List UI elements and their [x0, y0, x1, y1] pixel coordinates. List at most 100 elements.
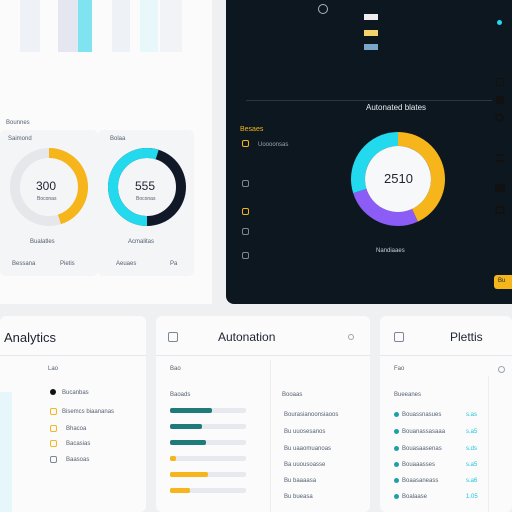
column-label: Bao — [170, 366, 181, 372]
circle-icon[interactable] — [495, 113, 504, 122]
card-icon[interactable] — [495, 184, 505, 192]
card-divider — [380, 355, 512, 356]
legend-swatch — [364, 30, 378, 36]
card-title: Autonation — [218, 330, 276, 344]
gauge-caption: Acmalitas — [128, 239, 155, 245]
chart-column — [160, 0, 182, 52]
chart-column — [112, 0, 130, 52]
bar-fill — [170, 472, 208, 477]
gauge-caption: Bualatles — [30, 239, 55, 245]
chart-column — [78, 0, 92, 52]
list-item-icon — [50, 456, 57, 463]
list-item[interactable]: Baasoas — [66, 457, 90, 463]
more-icon[interactable] — [348, 334, 354, 340]
plottis-card: Plettis Fao Bueeanes Bouassnasues s.as B… — [380, 316, 512, 512]
row-value: s.a5 — [466, 462, 478, 468]
gauge-value: 555 — [135, 179, 156, 193]
gauge-foot-left: Aeuaes — [116, 261, 137, 267]
card-icon — [394, 332, 404, 342]
list-row[interactable]: Bouanassasaaa — [402, 429, 446, 435]
donut-caption: Nandiaaes — [376, 248, 405, 254]
list-row[interactable]: Bouassnasues — [402, 412, 442, 418]
analytics-dashboard-panel: Saimond 300 Boconas Bualatles Bessana Pi… — [0, 0, 212, 304]
row-dot-icon — [394, 462, 399, 467]
row-value: s.a5 — [466, 429, 478, 435]
side-button[interactable]: Bu — [494, 275, 512, 289]
bar-fill — [170, 488, 190, 493]
bar-fill — [170, 424, 202, 429]
card-title: Plettis — [450, 330, 483, 344]
list-row[interactable]: Bu uuosesanos — [284, 429, 326, 435]
list-item-icon — [50, 389, 56, 395]
legend-swatch — [364, 14, 378, 20]
row-value: s.a6 — [466, 478, 478, 484]
gauge-sub: Boconas — [37, 196, 57, 202]
bar-fill — [170, 456, 176, 461]
gauge-value: 300 — [36, 179, 57, 193]
list-row[interactable]: Bu bueasa — [284, 494, 313, 500]
list-item-icon — [50, 408, 57, 415]
panel-title: Autonated blates — [366, 103, 427, 112]
menu-icon[interactable] — [495, 154, 505, 162]
donut-value: 2510 — [384, 171, 413, 186]
settings-icon[interactable] — [498, 366, 505, 373]
dark-automation-panel: Autonated blates Besaes 2510 Nandiaaes U… — [226, 0, 512, 304]
bar-track — [170, 440, 246, 445]
row-dot-icon — [394, 494, 399, 499]
list-row[interactable]: Boalaase — [402, 494, 428, 500]
row-value: s.ds — [466, 446, 478, 452]
list-row[interactable]: Bu uaaomuanoas — [284, 446, 332, 452]
card-divider — [156, 355, 370, 356]
row-dot-icon — [394, 429, 399, 434]
sub-label: Baoads — [170, 392, 191, 398]
list-item[interactable]: Bacasias — [66, 441, 91, 447]
row-value: 1.05 — [466, 494, 478, 500]
bar-track — [170, 456, 246, 461]
list-row[interactable]: Ba uuousoasse — [284, 462, 326, 468]
gear-icon[interactable] — [318, 4, 328, 14]
chart-column — [58, 0, 78, 52]
bar-track — [170, 472, 246, 477]
row-dot-icon — [394, 412, 399, 417]
section-label: Besaes — [240, 126, 264, 133]
list-icon — [242, 252, 249, 259]
list-item-icon — [50, 440, 57, 447]
gauge-card-2[interactable]: Bolaa 555 Boconas Acmalitas Aeuaes Pa — [98, 130, 194, 276]
card-divider — [0, 355, 146, 356]
card-title: Analytics — [4, 330, 57, 345]
section-label: Bounnes — [6, 120, 30, 126]
list-row[interactable]: Bourasianoonsiaoos — [284, 412, 339, 418]
list-row[interactable]: Bouaaasses — [402, 462, 436, 468]
list-icon — [242, 228, 249, 235]
gauge-foot-right: Pietis — [60, 261, 75, 267]
chart-column — [140, 0, 158, 52]
right-rail — [488, 0, 512, 270]
gauge-1-ring — [10, 148, 88, 226]
list-item[interactable]: Bhacoa — [66, 426, 87, 432]
list-icon — [242, 180, 249, 187]
list-title: Bueeanes — [394, 392, 422, 398]
grid-icon[interactable] — [495, 206, 505, 214]
gauge-2-ring — [108, 148, 186, 226]
gauge-title: Bolaa — [110, 136, 126, 142]
list-header: Uoooonsas — [258, 142, 289, 148]
column-label: Fao — [394, 366, 405, 372]
list-row[interactable]: Bu baaaasa — [284, 478, 317, 484]
list-item[interactable]: Bisemcs biaananas — [62, 409, 115, 415]
list-item[interactable]: Bucanbas — [62, 390, 89, 396]
column-label: Lao — [48, 366, 59, 372]
chart-column — [20, 0, 40, 52]
gauge-foot-left: Bessana — [12, 261, 36, 267]
chart-icon[interactable] — [496, 78, 504, 86]
row-dot-icon — [394, 478, 399, 483]
list-row[interactable]: Bouasaasenas — [402, 446, 442, 452]
automation-card: Autonation Bao Baoads Booaas Bourasianoo… — [156, 316, 370, 512]
list-row[interactable]: Boaasaneass — [402, 478, 439, 484]
gauge-title: Saimond — [8, 136, 32, 142]
status-dot-icon — [497, 20, 502, 25]
list-icon — [242, 208, 249, 215]
user-icon[interactable] — [496, 96, 504, 104]
legend-swatch — [364, 44, 378, 50]
gauge-card-1[interactable]: Saimond 300 Boconas Bualatles Bessana Pi… — [0, 130, 98, 276]
side-button-label: Bu — [498, 278, 506, 284]
